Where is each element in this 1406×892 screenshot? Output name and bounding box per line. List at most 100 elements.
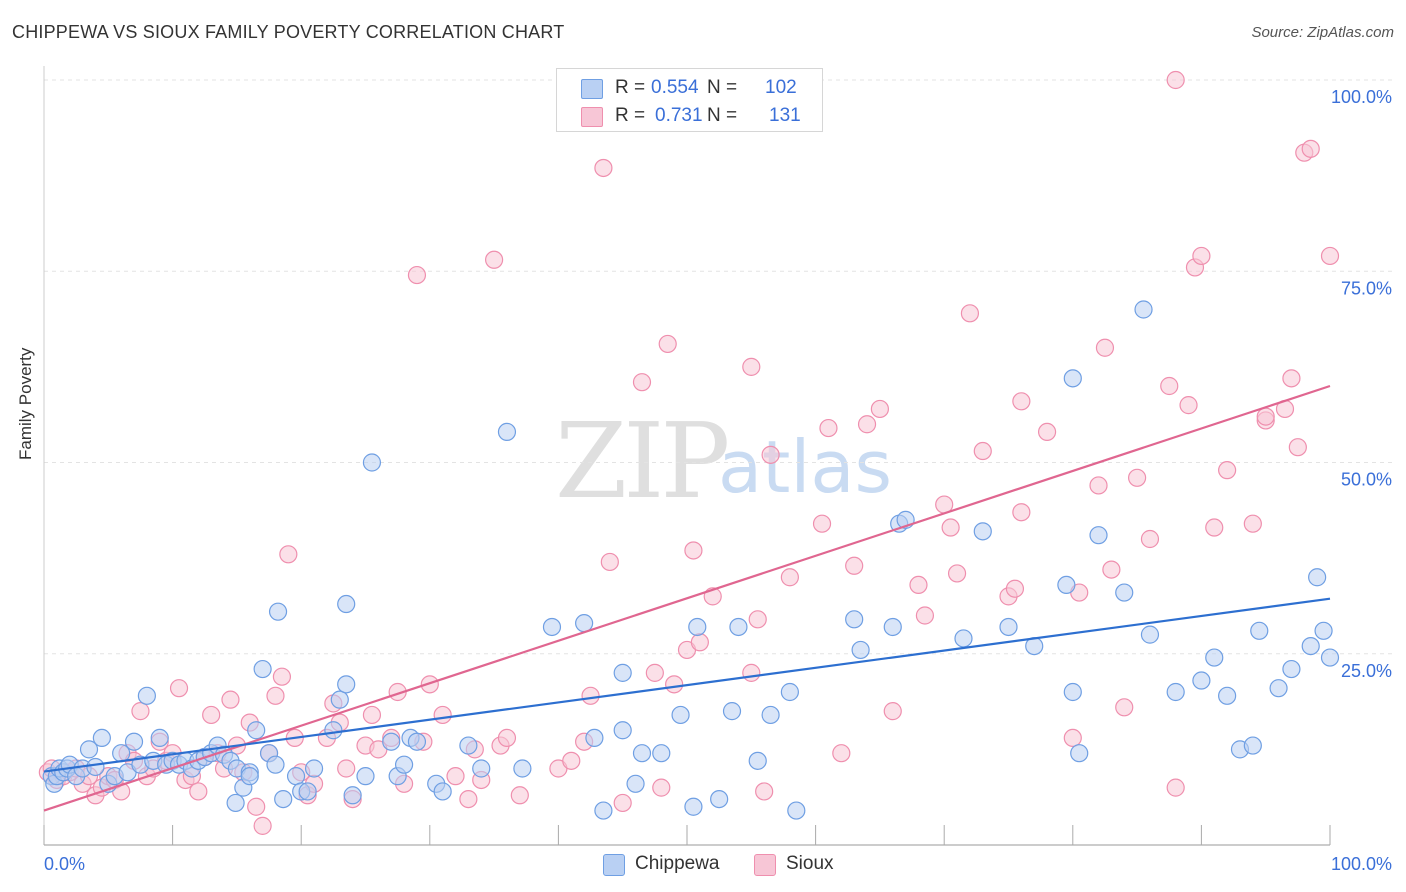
sioux-point (915, 606, 935, 625)
chippewa-point (1314, 621, 1333, 640)
chippewa-point (688, 617, 707, 637)
sioux-point (459, 789, 478, 809)
chippewa-point (266, 755, 285, 774)
chippewa-point (973, 522, 992, 541)
sioux-point (594, 158, 613, 178)
gridlines (44, 79, 1392, 655)
chippewa-legend-label: Chippewa (635, 853, 720, 874)
sioux-point (1320, 246, 1340, 266)
chippewa-point (780, 682, 799, 702)
sioux-point (279, 545, 298, 564)
chippewa-point (1134, 300, 1153, 319)
sioux-point (1012, 503, 1031, 522)
chippewa-point (247, 721, 266, 740)
sioux-point (407, 265, 427, 285)
chippewa-point (433, 782, 452, 801)
sioux-legend-swatch (754, 854, 776, 876)
chippewa-point (472, 759, 491, 778)
sioux-point (272, 667, 292, 686)
x-tick-label: 0.0% (44, 854, 85, 874)
chippewa-point (1070, 744, 1089, 763)
sioux-point (883, 702, 902, 721)
chippewa-point (407, 732, 427, 751)
y-tick-label: 100.0% (1331, 87, 1392, 107)
y-tick-label: 50.0% (1341, 470, 1392, 490)
sioux-point (247, 797, 266, 816)
chippewa-point (851, 640, 870, 660)
sioux-point (761, 445, 780, 464)
sioux-point (819, 418, 838, 438)
sioux-point (1282, 369, 1301, 388)
sioux-point (1179, 396, 1198, 415)
chippewa-point (1308, 568, 1327, 587)
chippewa-point (1089, 526, 1108, 545)
chippewa-point (497, 422, 517, 441)
sioux-point (485, 250, 504, 269)
sioux-point (1301, 139, 1320, 158)
sioux-point (1005, 579, 1025, 598)
chippewa-trendline (43, 597, 1331, 773)
axes (43, 66, 1331, 846)
x-tick-label: 100.0% (1331, 854, 1392, 874)
chippewa-point (274, 789, 293, 809)
sioux-point (1127, 468, 1147, 487)
sioux-point (870, 399, 890, 419)
sioux-point (600, 552, 619, 572)
chippewa-point (1166, 682, 1185, 702)
sioux-point (645, 663, 664, 682)
chippewa-point (137, 686, 156, 705)
chippewa-point (1115, 583, 1134, 602)
chippewa-point (86, 757, 105, 777)
r-label: R = (615, 105, 646, 126)
chippewa-point (845, 610, 864, 629)
sioux-point (189, 782, 208, 801)
chippewa-point (626, 774, 645, 793)
watermark-atlas: atlas (718, 425, 892, 509)
sioux-point (812, 514, 832, 533)
chippewa-point (362, 453, 382, 472)
chippewa-point (1063, 682, 1082, 702)
legend-row-chippewa: R = 0.554 N = 102 (557, 73, 822, 103)
sioux-point (742, 357, 761, 376)
sioux-swatch (581, 107, 603, 127)
chippewa-point (382, 732, 401, 751)
chippewa-point (1301, 636, 1320, 656)
sioux-point (1095, 338, 1115, 357)
sioux-point (909, 575, 928, 595)
chippewa-point (356, 767, 375, 786)
chippewa-point (240, 767, 259, 786)
chippewa-point (613, 663, 632, 682)
chippewa-point (671, 705, 690, 725)
sioux-point (221, 690, 240, 709)
n-label: N = (707, 77, 738, 98)
chippewa-point (394, 755, 414, 774)
sioux-n-value: 131 (769, 105, 801, 126)
chippewa-point (92, 728, 111, 748)
sioux-point (433, 705, 452, 725)
sioux-point (581, 686, 600, 705)
sioux-point (1115, 698, 1134, 717)
chippewa-point (954, 629, 973, 648)
sioux-point (832, 744, 851, 763)
chippewa-point (594, 801, 613, 820)
sioux-point (941, 518, 960, 537)
correlation-legend: R = 0.554 N = 102 R = 0.731 N = 131 (556, 68, 823, 132)
chippewa-point (684, 797, 703, 816)
sioux-point (1192, 246, 1211, 266)
chippewa-point (298, 782, 317, 801)
chippewa-point (585, 728, 604, 748)
chippewa-point (513, 759, 532, 778)
chippewa-point (286, 767, 306, 786)
chippewa-point (542, 617, 562, 637)
sioux-point (755, 782, 774, 801)
chippewa-point (1063, 369, 1082, 388)
sioux-point (845, 556, 864, 575)
chippewa-point (79, 740, 99, 759)
chippewa-point (1320, 648, 1340, 667)
chippewa-point (226, 793, 245, 813)
chippewa-r-value: 0.554 (651, 77, 699, 98)
sioux-trendline (43, 384, 1331, 812)
chippewa-point (124, 732, 144, 751)
chippewa-point (459, 736, 478, 755)
sioux-point (613, 793, 632, 813)
